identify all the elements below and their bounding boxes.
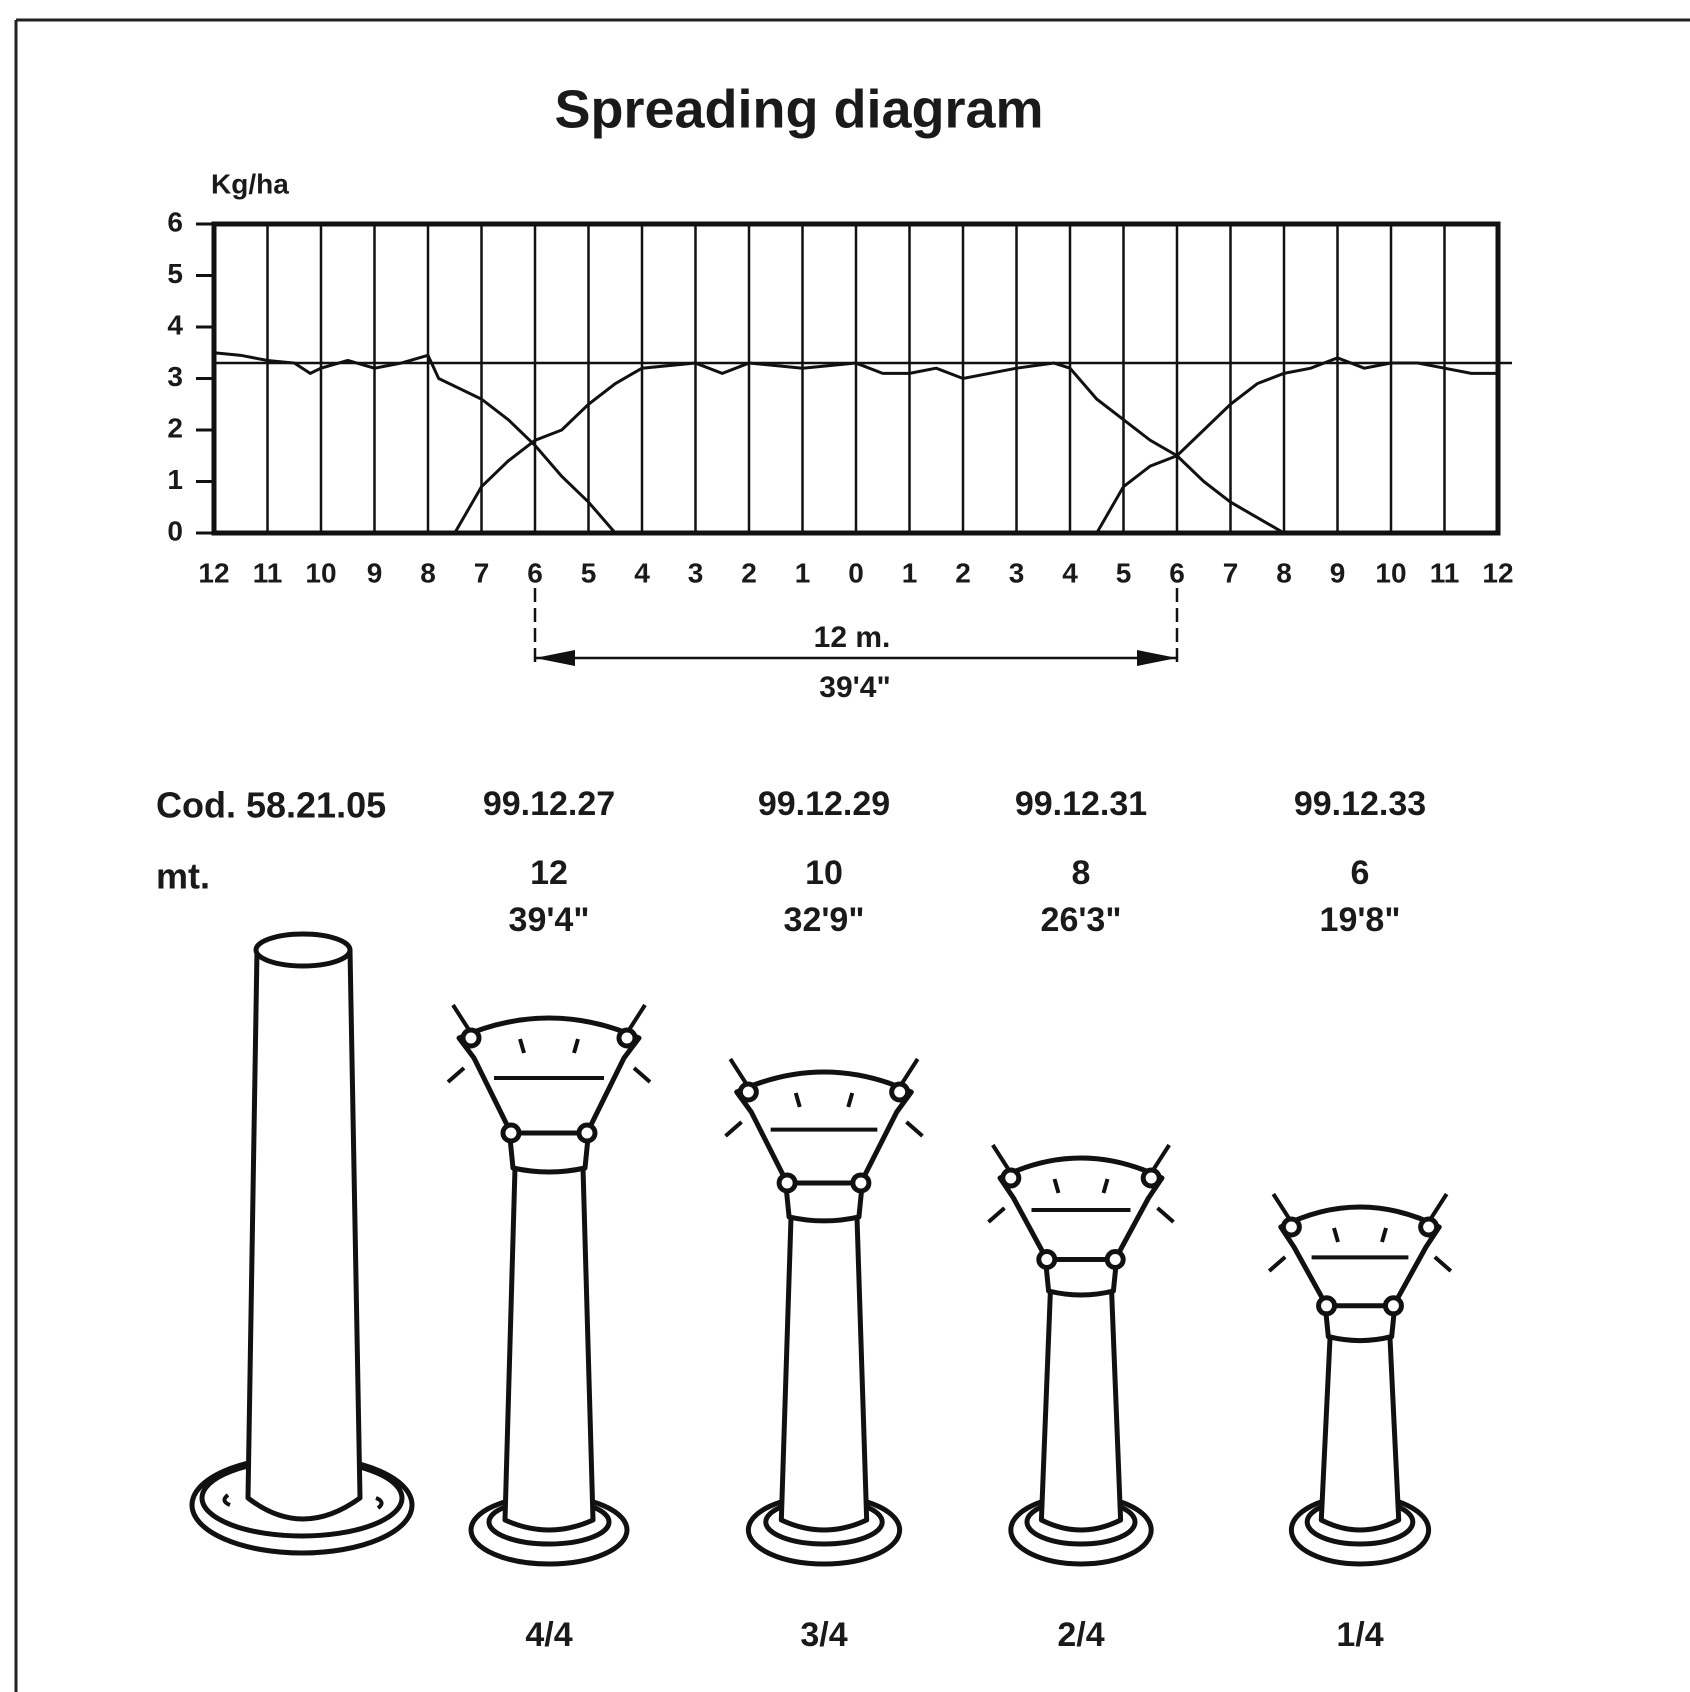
spreader-pin — [503, 1125, 519, 1141]
spreader-head — [737, 1072, 912, 1183]
spreader-pin — [779, 1175, 795, 1191]
spreader-tube — [505, 1168, 593, 1530]
product-meters: 8 — [1072, 854, 1091, 892]
x-tick-label: 2 — [955, 557, 971, 588]
span-label: 39'4" — [819, 671, 890, 704]
product-code: 99.12.27 — [483, 785, 615, 823]
spreader-pin — [740, 1084, 756, 1100]
product-feet: 39'4" — [509, 901, 590, 939]
spreader-pin — [463, 1030, 479, 1046]
x-tick-label: 3 — [688, 557, 704, 588]
x-tick-label: 9 — [367, 557, 383, 588]
page: Spreading diagram Kg/ha 12 m. 39'4" Cod.… — [0, 0, 1690, 1692]
spreader-head — [459, 1018, 639, 1133]
x-tick-label: 9 — [1330, 557, 1346, 588]
product-setting: 4/4 — [525, 1616, 572, 1654]
spreader-pin — [1107, 1252, 1123, 1268]
product-code: 99.12.31 — [1015, 785, 1147, 823]
spreader-pin — [853, 1175, 869, 1191]
x-tick-label: 6 — [527, 557, 543, 588]
x-tick-label: 4 — [1062, 557, 1078, 588]
y-tick-label: 4 — [167, 309, 183, 340]
x-tick-label: 7 — [1223, 557, 1239, 588]
spreader-pin — [1319, 1298, 1335, 1314]
y-tick-label: 6 — [167, 206, 183, 237]
spreader-pin — [892, 1084, 908, 1100]
width-label: mt. — [156, 856, 210, 897]
x-tick-label: 5 — [581, 557, 597, 588]
product-meters: 6 — [1351, 854, 1370, 892]
product-code: 99.12.29 — [758, 785, 890, 823]
tube-drawing — [192, 934, 412, 1553]
x-tick-label: 12 — [198, 557, 229, 588]
x-tick-label: 8 — [1276, 557, 1292, 588]
x-tick-label: 10 — [305, 557, 336, 588]
spreader-tube — [1041, 1291, 1120, 1530]
spreader-pin — [1143, 1170, 1159, 1186]
x-tick-label: 11 — [1430, 557, 1460, 588]
x-tick-label: 0 — [848, 557, 864, 588]
product-meters: 10 — [805, 854, 843, 892]
product-meters: 12 — [530, 854, 568, 892]
x-tick-label: 8 — [420, 557, 436, 588]
x-tick-label: 2 — [741, 557, 757, 588]
product-setting: 2/4 — [1057, 1616, 1104, 1654]
spreader-drawing — [448, 1005, 650, 1564]
x-tick-label: 6 — [1169, 557, 1185, 588]
product-feet: 26'3" — [1041, 901, 1122, 939]
product-setting: 1/4 — [1336, 1616, 1383, 1654]
spreader-pin — [1283, 1219, 1299, 1235]
spreader-pin — [1421, 1219, 1437, 1235]
x-tick-label: 11 — [253, 557, 283, 588]
spread-curve — [455, 363, 1284, 533]
span-label: 12 m. — [814, 621, 891, 654]
spreader-pin — [1385, 1298, 1401, 1314]
product-feet: 19'8" — [1320, 901, 1401, 939]
spreader-drawing — [1269, 1194, 1451, 1564]
y-tick-label: 1 — [167, 464, 183, 495]
x-tick-label: 10 — [1375, 557, 1406, 588]
spreader-pin — [1003, 1170, 1019, 1186]
product-setting: 3/4 — [800, 1616, 847, 1654]
spreader-tube — [1321, 1337, 1398, 1530]
chart-title: Spreading diagram — [554, 79, 1043, 139]
y-tick-label: 2 — [167, 412, 183, 443]
spreader-pin — [619, 1030, 635, 1046]
y-tick-label: 0 — [167, 515, 183, 546]
spreader-drawing — [989, 1145, 1174, 1564]
code-label: Cod. 58.21.05 — [156, 785, 386, 826]
product-feet: 32'9" — [784, 901, 865, 939]
x-tick-label: 1 — [902, 557, 918, 588]
spread-curve — [214, 353, 615, 533]
y-tick-label: 3 — [167, 361, 183, 392]
x-tick-label: 12 — [1482, 557, 1513, 588]
x-tick-label: 5 — [1116, 557, 1132, 588]
x-tick-label: 4 — [634, 557, 650, 588]
spreader-tube — [781, 1217, 866, 1530]
product-code: 99.12.33 — [1294, 785, 1426, 823]
y-tick-label: 5 — [167, 258, 183, 289]
x-tick-label: 3 — [1009, 557, 1025, 588]
spreader-pin — [1039, 1252, 1055, 1268]
y-axis-label: Kg/ha — [211, 168, 289, 199]
x-tick-label: 7 — [474, 557, 490, 588]
spreader-drawing — [726, 1059, 923, 1564]
spreader-pin — [579, 1125, 595, 1141]
x-tick-label: 1 — [795, 557, 811, 588]
